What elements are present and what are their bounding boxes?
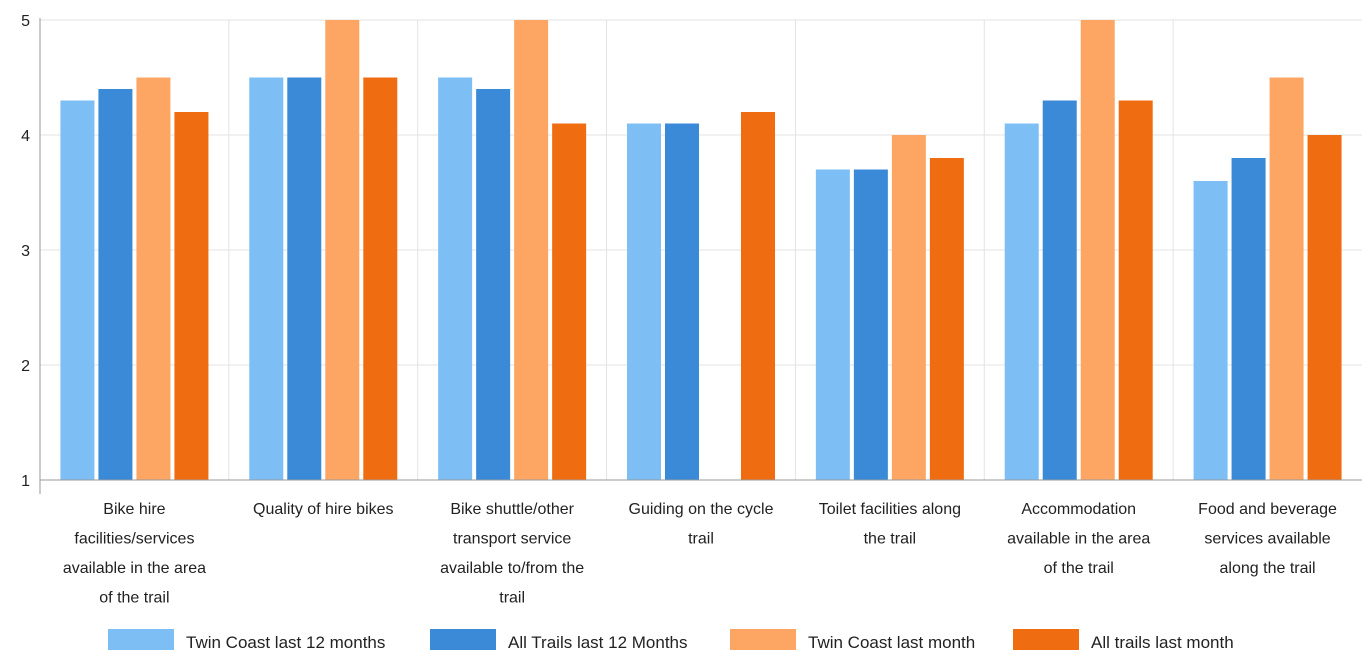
bar [1042,100,1077,480]
bar [627,123,661,480]
bar [1004,123,1039,480]
bar [929,158,964,480]
legend-label: All trails last month [1091,633,1234,650]
legend-swatch [430,629,496,650]
bar [136,77,171,480]
bar [853,169,888,480]
bar [815,169,850,480]
bar [1193,181,1228,480]
bar [60,100,95,480]
bar [552,123,587,480]
bar [1080,20,1115,480]
bar [1231,158,1266,480]
bar [514,20,549,480]
legend-label: Twin Coast last month [808,633,975,650]
bar [665,123,699,480]
bar [174,112,209,480]
bar [891,135,926,480]
bar [287,77,322,480]
y-tick-label: 3 [21,243,30,260]
bar [741,112,775,480]
category-label: Quality of hire bikes [253,501,394,518]
bar [438,77,473,480]
category-label: Food and beverage services available along… [1198,501,1337,577]
category-label: Toilet facilities along the trail [819,501,961,548]
bar [476,89,511,480]
bar [325,20,360,480]
legend-label: All Trails last 12 Months [508,633,688,650]
y-tick-label: 5 [21,13,30,30]
category-label: Bike hire facilities/services available in… [63,501,206,607]
category-label: Accommodation available in the area of the… [1007,501,1150,577]
bar [363,77,398,480]
legend: Twin Coast last 12 months All Trails last… [108,629,1234,650]
legend-label: Twin Coast last 12 months [186,633,385,650]
category-labels: Bike hire facilities/services available in… [63,501,1337,607]
category-label: Guiding on the cycle trail [629,501,774,548]
category-label: Bike shuttle/other transport service avail… [440,501,584,607]
bars [60,20,1342,480]
y-axis-ticks: 1 2 3 4 5 [21,13,30,490]
legend-swatch [1013,629,1079,650]
x-axis [39,18,1362,494]
gridlines [40,19,1362,481]
y-tick-label: 2 [21,358,30,375]
bar [1118,100,1153,480]
bar [98,89,133,480]
bar [1269,77,1304,480]
legend-swatch [730,629,796,650]
y-tick-label: 1 [21,473,30,490]
legend-swatch [108,629,174,650]
bar [249,77,284,480]
y-tick-label: 4 [21,128,30,145]
bar [1307,135,1342,480]
